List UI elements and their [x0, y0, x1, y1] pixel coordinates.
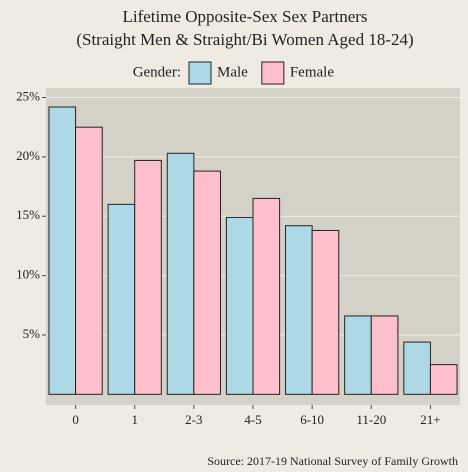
chart-title: Lifetime Opposite-Sex Sex Partners — [122, 7, 367, 26]
source-note: Source: 2017-19 National Survey of Famil… — [207, 454, 458, 468]
legend-label: Male — [217, 64, 248, 80]
bar — [107, 203, 136, 395]
bar — [403, 341, 431, 395]
x-tick-label: 2-3 — [185, 412, 202, 427]
bar — [166, 152, 195, 395]
x-tick-label: 0 — [72, 412, 79, 427]
y-tick-label: 5% — [23, 326, 41, 341]
bar — [311, 229, 340, 395]
x-tick-label: 1 — [131, 412, 138, 427]
legend-title: Gender: — [133, 64, 181, 80]
bar — [48, 106, 77, 395]
x-tick-label: 21+ — [420, 412, 440, 427]
y-tick-label: 15% — [16, 207, 40, 222]
legend: Gender: Male Female — [133, 61, 334, 85]
y-tick-label: 25% — [16, 88, 40, 103]
bar — [370, 315, 399, 395]
y-tick-label: 20% — [16, 148, 40, 163]
bar — [285, 225, 313, 395]
legend-swatch — [188, 61, 212, 85]
bar — [75, 126, 103, 395]
bar — [252, 197, 281, 395]
x-tick-label: 11-20 — [356, 412, 386, 427]
bar — [344, 315, 372, 395]
bar — [134, 159, 162, 395]
x-tick-label: 6-10 — [300, 412, 324, 427]
y-tick-label: 10% — [16, 267, 40, 282]
legend-swatch — [261, 61, 285, 85]
bar — [225, 216, 254, 395]
chart-subtitle: (Straight Men & Straight/Bi Women Aged 1… — [76, 30, 413, 49]
x-tick-label: 4-5 — [244, 412, 261, 427]
legend-label: Female — [290, 64, 334, 80]
bar — [429, 364, 458, 395]
bar — [193, 170, 221, 395]
